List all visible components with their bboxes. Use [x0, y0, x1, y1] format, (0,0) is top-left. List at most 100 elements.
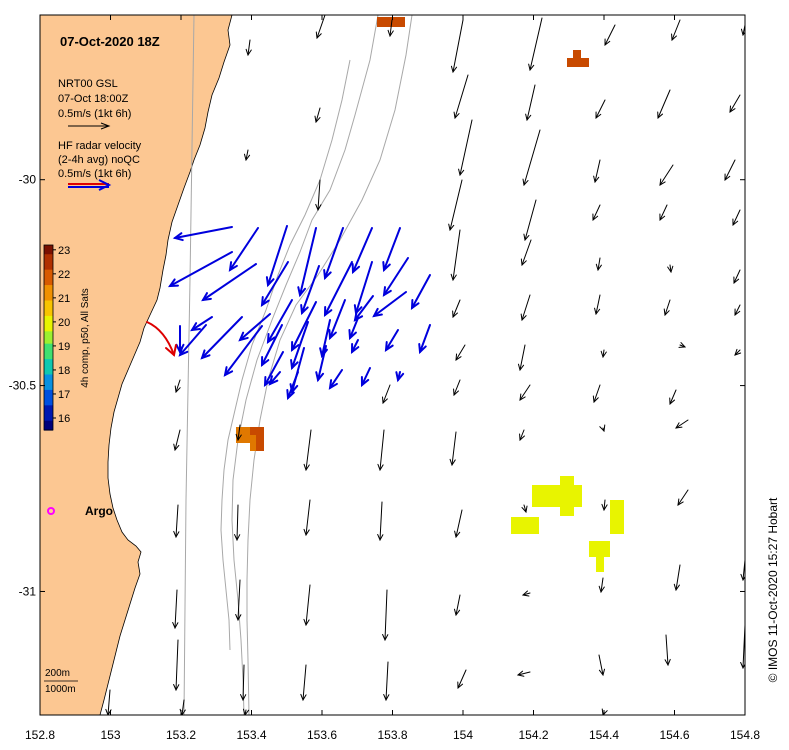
- colorbar-band: [44, 365, 53, 369]
- sst-pixels: [236, 17, 624, 572]
- model-legend-line2: 07-Oct 18:00Z: [58, 93, 129, 105]
- model-arrow: [604, 24, 616, 47]
- model-arrow: [593, 159, 601, 184]
- radar-arrow: [300, 265, 320, 316]
- colorbar-label: 4h comp, p50, All Sats: [80, 288, 91, 388]
- colorbar-band: [44, 328, 53, 332]
- model-arrow: [452, 299, 461, 319]
- colorbar-band: [44, 359, 53, 363]
- model-arrow: [675, 419, 689, 429]
- colorbar-frame: [43, 244, 54, 431]
- lon-tick-label: 153.2: [166, 728, 196, 742]
- colorbar-band: [44, 426, 53, 431]
- model-arrow: [601, 499, 608, 512]
- radar-arrow: [353, 261, 373, 316]
- model-arrow: [173, 504, 180, 539]
- lat-tick-label: -30.5: [9, 379, 37, 393]
- radar-arrow: [384, 329, 399, 352]
- model-arrow: [525, 84, 536, 122]
- radar-arrow: [328, 299, 346, 341]
- lon-tick-label: 153.4: [236, 728, 266, 742]
- radar-arrow: [328, 369, 343, 390]
- radar-legend-line2: (2-4h avg) noQC: [58, 154, 140, 166]
- radar-arrow: [286, 371, 299, 401]
- radar-velocity-arrows: [146, 225, 431, 401]
- model-arrow: [300, 664, 307, 702]
- model-arrow: [377, 501, 384, 542]
- colorbar-band: [44, 331, 53, 336]
- model-arrow: [453, 74, 469, 120]
- colorbar-tick-label: 18: [58, 365, 70, 377]
- model-arrow: [595, 257, 602, 272]
- colorbar-band: [44, 383, 53, 388]
- radar-arrow: [353, 295, 374, 322]
- colorbar-band: [44, 251, 53, 255]
- model-arrow: [173, 639, 180, 692]
- sst-pixel: [377, 17, 405, 27]
- colorbar-band: [44, 393, 53, 397]
- colorbar-band: [44, 322, 53, 326]
- axis-ticks: [39, 15, 746, 715]
- lon-tick-label: 153.6: [307, 728, 337, 742]
- colorbar-band: [44, 272, 53, 277]
- colorbar-band: [44, 368, 53, 373]
- colorbar-band: [44, 377, 53, 382]
- model-arrow: [657, 89, 671, 120]
- model-arrow: [449, 431, 457, 467]
- colorbar-tick-label: 17: [58, 389, 70, 401]
- model-arrow: [600, 349, 607, 359]
- model-arrow: [377, 429, 385, 472]
- model-arrow: [734, 348, 742, 356]
- model-velocity-arrows: [105, 15, 745, 715]
- colorbar-band: [44, 346, 53, 351]
- radar-arrow: [290, 321, 309, 371]
- colorbar-band: [44, 389, 53, 394]
- colorbar-band: [44, 420, 53, 425]
- argo-label: Argo: [85, 504, 113, 518]
- isobath-shelf: [183, 15, 195, 715]
- model-arrow: [382, 384, 391, 405]
- model-arrow: [245, 39, 252, 57]
- model-arrow: [387, 19, 394, 38]
- colorbar-band: [44, 312, 53, 317]
- radar-arrow: [201, 263, 257, 302]
- colorbar-band: [44, 356, 53, 360]
- model-legend-line1: NRT00 GSL: [58, 78, 118, 90]
- model-arrow: [303, 499, 311, 537]
- colorbar-tick-label: 23: [58, 245, 70, 257]
- lon-tick-label: 153.8: [377, 728, 407, 742]
- colorbar-band: [44, 291, 53, 295]
- model-arrow: [458, 119, 473, 177]
- colorbar-band: [44, 402, 53, 406]
- model-legend-scale: 0.5m/s (1kt 6h): [58, 108, 131, 120]
- colorbar-band: [44, 309, 53, 314]
- colorbar-band: [44, 300, 53, 305]
- colorbar-tick-label: 20: [58, 317, 70, 329]
- model-arrow: [599, 424, 606, 433]
- colorbar-band: [44, 282, 53, 286]
- model-arrow: [741, 24, 745, 37]
- radar-arrow: [297, 227, 317, 298]
- model-arrow: [382, 589, 389, 642]
- model-arrow: [453, 379, 461, 397]
- model-arrow: [669, 389, 677, 406]
- argo-float-marker[interactable]: [47, 507, 55, 515]
- model-arrow: [592, 204, 601, 222]
- model-arrow: [528, 17, 543, 72]
- sst-pixel: [532, 485, 582, 507]
- lon-tick-label: 153: [100, 728, 120, 742]
- radar-arrow: [200, 316, 243, 360]
- radar-arrow: [238, 313, 271, 342]
- radar-arrow: [178, 324, 207, 357]
- sst-pixel: [250, 435, 256, 451]
- model-arrow: [519, 384, 531, 401]
- radar-arrow: [268, 371, 281, 386]
- colorbar-band: [44, 340, 53, 345]
- model-arrow: [521, 590, 531, 597]
- radar-arrow: [228, 227, 259, 272]
- sst-colorbar: 23 22 21 20 19 18 17 16: [43, 244, 70, 431]
- sst-pixel: [610, 500, 624, 534]
- model-arrow: [729, 94, 741, 113]
- colorbar-band: [44, 269, 53, 274]
